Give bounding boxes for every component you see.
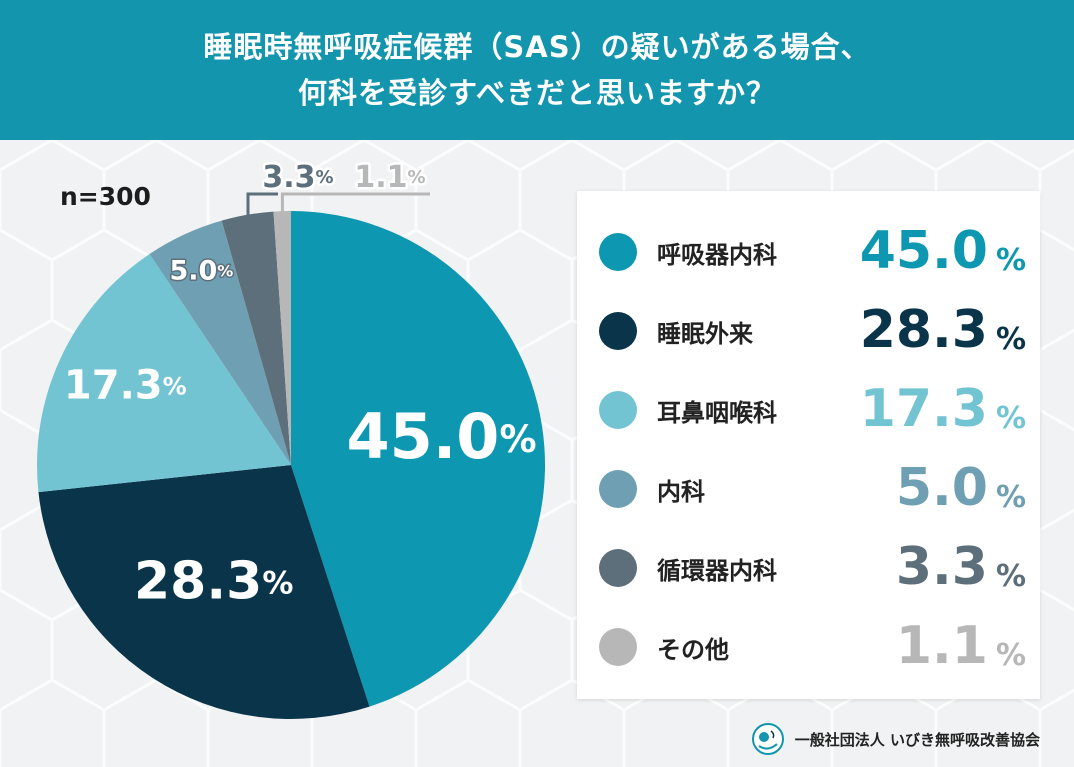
legend-percent-sign: % [995,401,1026,436]
title-banner: 睡眠時無呼吸症候群（SAS）の疑いがある場合、 何科を受診すべきだと思いますか？ [0,0,1074,140]
callout-line-6 [280,192,430,216]
legend-item: 循環器内科 3.3% [577,529,1040,607]
chart-title-line-1: 睡眠時無呼吸症候群（SAS）の疑いがある場合、 [203,30,871,64]
slice-label-4: 5.0% [169,255,233,286]
legend-swatch [599,391,637,429]
organization-name: 一般社団法人 いびき無呼吸改善協会 [794,730,1040,749]
legend-percent-sign: % [995,243,1026,278]
slice-label-1: 45.0% [346,400,536,473]
legend-percent-sign: % [995,559,1026,594]
legend-item: 呼吸器内科 45.0% [577,213,1040,291]
legend-label: 耳鼻咽喉科 [657,399,777,427]
legend-swatch [599,628,637,666]
legend-swatch [599,470,637,508]
legend-value: 3.3 [895,537,988,597]
legend-value: 17.3 [859,379,988,439]
slice-label-3: 17.3% [64,363,187,409]
pie-slice-2 [38,465,370,720]
legend-swatch [599,549,637,587]
callout-line-5 [246,192,278,219]
legend-item: 耳鼻咽喉科 17.3% [577,371,1040,449]
legend-label: 内科 [657,478,705,506]
legend-value: 28.3 [859,300,988,360]
legend-panel: 呼吸器内科 45.0% 睡眠外来 28.3% 耳鼻咽喉科 17.3% 内科 5.0% 循環器内科… [577,191,1040,699]
pie-slice-1 [291,211,546,707]
sample-size-label: n=300 [60,182,151,211]
legend-label: 呼吸器内科 [657,241,777,269]
legend-swatch [599,233,637,271]
chart-title-line-2: 何科を受診すべきだと思いますか？ [298,76,776,110]
legend-label: 睡眠外来 [657,320,753,348]
slice-label-5: 3.3% [262,160,333,195]
legend-percent-sign: % [995,480,1026,515]
legend-label: 循環器内科 [657,557,777,585]
legend-value: 5.0 [895,458,988,518]
legend-item: その他 1.1% [577,608,1040,686]
pie-slice-5 [221,211,291,465]
legend-swatch [599,312,637,350]
slice-label-6: 1.1% [354,160,425,195]
legend-value: 1.1 [895,616,988,676]
organization-logo-icon [751,723,784,755]
pie-slice-6 [273,211,291,465]
legend-percent-sign: % [995,638,1026,673]
legend-label: その他 [657,636,729,664]
pie-slice-3 [37,254,292,493]
footer-credit: 一般社団法人 いびき無呼吸改善協会 [751,722,1040,756]
legend-percent-sign: % [995,322,1026,357]
pie-slice-4 [149,220,291,465]
legend-item: 内科 5.0% [577,450,1040,528]
slice-label-2: 28.3% [134,551,293,611]
legend-value: 45.0 [859,221,988,281]
legend-item: 睡眠外来 28.3% [577,292,1040,370]
